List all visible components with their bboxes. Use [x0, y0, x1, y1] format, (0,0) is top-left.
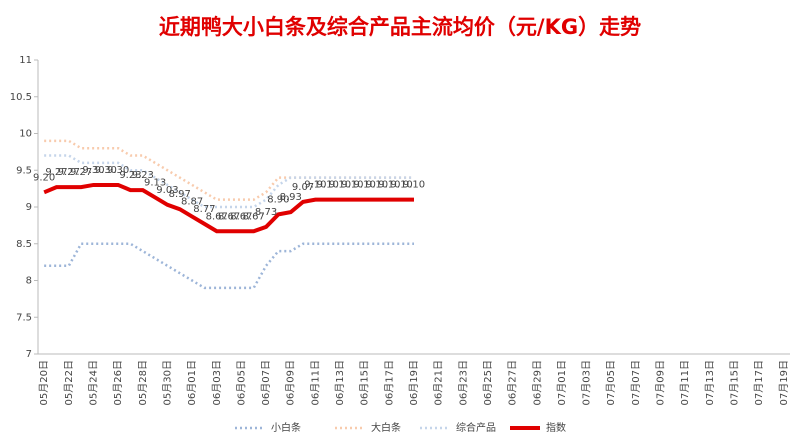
x-tick-label: 07月13日	[704, 360, 716, 405]
x-tick-label: 05月28日	[137, 360, 149, 405]
data-label: 9.10	[403, 180, 425, 191]
x-tick-label: 07月09日	[655, 360, 667, 405]
data-label: 8.77	[193, 204, 215, 215]
data-label: 9.13	[144, 177, 166, 188]
x-tick-label: 05月26日	[112, 360, 124, 405]
x-tick-label: 06月09日	[285, 360, 297, 405]
legend-label: 指数	[546, 421, 566, 434]
x-tick-label: 05月20日	[38, 360, 50, 405]
y-tick-label: 7	[26, 349, 32, 360]
legend-label: 综合产品	[456, 421, 496, 434]
x-tick-label: 05月30日	[161, 360, 173, 405]
x-tick-label: 07月19日	[778, 360, 790, 405]
x-tick-label: 06月19日	[408, 360, 420, 405]
data-label: 8.87	[181, 197, 203, 208]
chart-title: 近期鸭大小白条及综合产品主流均价（元/KG）走势	[159, 15, 641, 39]
data-label: 9.30	[82, 165, 104, 176]
x-tick-label: 06月27日	[507, 360, 519, 405]
legend-label: 小白条	[271, 421, 301, 434]
series-line	[44, 139, 414, 201]
data-label: 9.20	[33, 172, 55, 183]
data-label: 9.03	[156, 185, 178, 196]
data-label: 8.93	[280, 192, 302, 203]
data-label: 9.30	[107, 165, 129, 176]
x-tick-label: 05月22日	[63, 360, 75, 405]
data-label: 9.10	[304, 180, 326, 191]
y-tick-label: 10	[19, 129, 32, 140]
x-tick-label: 07月03日	[581, 360, 593, 405]
data-label: 9.07	[292, 182, 314, 193]
x-tick-label: 06月11日	[309, 360, 321, 405]
x-tick-label: 06月03日	[211, 360, 223, 405]
data-label: 8.67	[218, 211, 240, 222]
x-tick-label: 07月11日	[679, 360, 691, 405]
data-label: 9.10	[341, 180, 363, 191]
data-label: 8.67	[230, 211, 252, 222]
data-label: 8.67	[243, 211, 265, 222]
data-label: 9.10	[317, 180, 339, 191]
x-tick-label: 07月15日	[729, 360, 741, 405]
legend-label: 大白条	[371, 421, 401, 434]
x-tick-label: 06月21日	[433, 360, 445, 405]
data-label: 8.73	[255, 207, 277, 218]
y-tick-label: 7.5	[16, 312, 32, 323]
data-label: 8.67	[206, 211, 228, 222]
data-label: 8.97	[169, 189, 191, 200]
x-tick-label: 06月13日	[334, 360, 346, 405]
data-label: 9.10	[354, 180, 376, 191]
y-tick-label: 9	[26, 202, 32, 213]
data-label: 9.27	[45, 167, 67, 178]
x-tick-label: 06月25日	[482, 360, 494, 405]
y-tick-label: 9.5	[16, 165, 32, 176]
data-label: 9.23	[132, 170, 154, 181]
x-tick-label: 06月07日	[260, 360, 272, 405]
data-label: 9.10	[366, 180, 388, 191]
x-tick-label: 07月05日	[605, 360, 617, 405]
x-tick-label: 06月01日	[186, 360, 198, 405]
y-tick-label: 8.5	[16, 239, 32, 250]
y-tick-label: 8	[26, 276, 32, 287]
data-label: 9.30	[95, 165, 117, 176]
data-label: 9.27	[70, 167, 92, 178]
data-label: 9.10	[329, 180, 351, 191]
x-tick-label: 05月24日	[87, 360, 99, 405]
x-tick-label: 06月05日	[235, 360, 247, 405]
data-label: 9.23	[119, 170, 141, 181]
series-line	[44, 242, 414, 290]
x-tick-label: 06月23日	[457, 360, 469, 405]
x-tick-label: 06月17日	[383, 360, 395, 405]
data-label: 9.27	[58, 167, 80, 178]
data-label: 8.90	[267, 194, 289, 205]
x-tick-label: 06月15日	[359, 360, 371, 405]
data-label: 9.10	[378, 180, 400, 191]
series-line	[43, 182, 414, 234]
x-tick-label: 07月07日	[630, 360, 642, 405]
data-label: 9.10	[391, 180, 413, 191]
y-tick-label: 11	[19, 55, 32, 66]
x-tick-label: 06月29日	[531, 360, 543, 405]
x-tick-label: 07月17日	[753, 360, 765, 405]
x-tick-label: 07月01日	[556, 360, 568, 405]
y-tick-label: 10.5	[10, 92, 32, 103]
